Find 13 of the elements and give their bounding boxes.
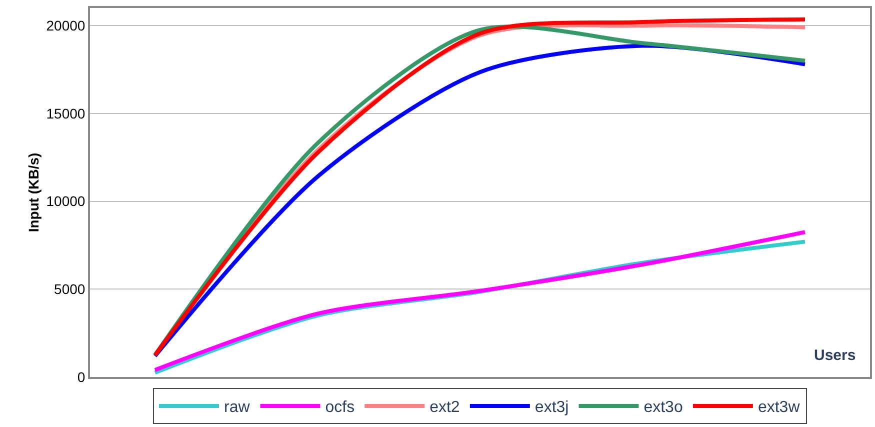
y-tick-label: 10000 [46, 193, 86, 210]
legend-label: raw [224, 399, 250, 416]
legend-label: ext3j [534, 399, 569, 416]
y-tick-label: 0 [77, 368, 86, 385]
y-tick-label: 15000 [46, 105, 86, 122]
legend-label: ext2 [430, 399, 460, 416]
x-axis-title: Users [814, 347, 856, 364]
legend-label: ext3o [644, 399, 683, 416]
y-tick-label: 20000 [46, 17, 86, 34]
y-axis-title: Input (KB/s) [25, 152, 42, 232]
legend-label: ocfs [325, 399, 355, 416]
legend-label: ext3w [758, 399, 800, 416]
y-tick-label: 5000 [54, 281, 86, 298]
